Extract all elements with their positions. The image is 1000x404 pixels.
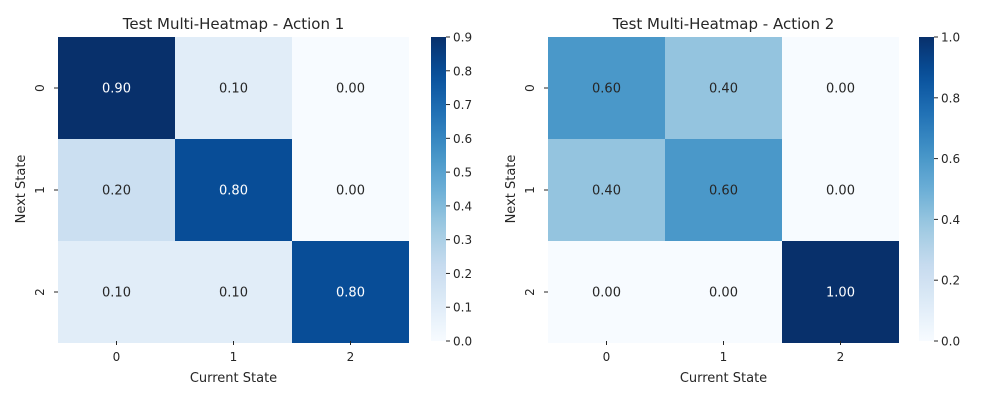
heatmap-1-cell-1-2 <box>292 139 409 241</box>
heatmap-2-y-tick-0: 0 <box>523 84 537 92</box>
heatmap-1-x-tick-1: 1 <box>230 350 238 364</box>
heatmap-1-y-tick-0: 0 <box>33 84 47 92</box>
heatmap-2-colorbar-tick-2: 0.4 <box>941 213 960 227</box>
heatmap-1-cell-label-0-1: 0.10 <box>219 82 248 97</box>
heatmap-2-colorbar-tick-1: 0.2 <box>941 274 960 288</box>
heatmap-1-colorbar <box>431 37 446 341</box>
heatmap-2-cell-1-1 <box>665 139 782 241</box>
heatmap-2-x-tick-2: 2 <box>837 350 845 364</box>
heatmap-2-cell-label-0-0: 0.60 <box>592 82 621 97</box>
heatmap-2-title: Test Multi-Heatmap - Action 2 <box>612 15 835 33</box>
heatmap-2-cell-2-2 <box>782 241 899 343</box>
heatmap-1-cell-label-0-0: 0.90 <box>102 82 131 97</box>
heatmap-1-x-tick-2: 2 <box>347 350 355 364</box>
heatmap-2-cell-label-1-0: 0.40 <box>592 184 621 199</box>
heatmap-1-cell-2-2 <box>292 241 409 343</box>
heatmap-1-title: Test Multi-Heatmap - Action 1 <box>122 15 345 33</box>
heatmap-1-cell-2-0 <box>58 241 175 343</box>
heatmap-2-y-axis-label: Next State <box>504 155 519 224</box>
heatmap-1-y-axis-label: Next State <box>14 155 29 224</box>
heatmap-2-cell-label-2-0: 0.00 <box>592 286 621 301</box>
heatmap-1-cell-2-1 <box>175 241 292 343</box>
heatmap-2-cell-label-1-1: 0.60 <box>709 184 738 199</box>
heatmap-1-cell-1-1 <box>175 139 292 241</box>
heatmap-2-cell-0-0 <box>548 37 665 139</box>
heatmap-2-x-tick-0: 0 <box>603 350 611 364</box>
heatmap-1-colorbar-tick-0: 0.0 <box>453 335 472 349</box>
heatmap-2-cell-0-1 <box>665 37 782 139</box>
heatmap-1-cell-label-1-0: 0.20 <box>102 184 131 199</box>
heatmap-2-colorbar-tick-0: 0.0 <box>941 335 960 349</box>
heatmap-2-colorbar-tick-5: 1.0 <box>941 31 960 45</box>
heatmap-1-colorbar-tick-9: 0.9 <box>453 31 472 45</box>
heatmap-2-cell-label-2-1: 0.00 <box>709 286 738 301</box>
heatmap-2-cell-0-2 <box>782 37 899 139</box>
heatmap-2-x-tick-1: 1 <box>720 350 728 364</box>
heatmap-2-y-tick-1: 1 <box>523 186 537 194</box>
heatmap-1-cell-0-2 <box>292 37 409 139</box>
heatmap-2-cell-2-1 <box>665 241 782 343</box>
heatmap-1-colorbar-tick-5: 0.5 <box>453 166 472 180</box>
heatmap-1-cell-label-1-2: 0.00 <box>336 184 365 199</box>
heatmap-1-cell-label-1-1: 0.80 <box>219 184 248 199</box>
heatmap-2-colorbar-tick-3: 0.6 <box>941 152 960 166</box>
heatmap-1-colorbar-tick-6: 0.6 <box>453 132 472 146</box>
heatmap-2-colorbar-tick-4: 0.8 <box>941 91 960 105</box>
heatmap-1-y-tick-1: 1 <box>33 186 47 194</box>
heatmap-2-x-axis-label: Current State <box>680 371 767 386</box>
heatmap-2-cell-label-0-2: 0.00 <box>826 82 855 97</box>
heatmap-1-colorbar-tick-1: 0.1 <box>453 301 472 315</box>
heatmap-1-cell-0-1 <box>175 37 292 139</box>
heatmap-1-cell-label-0-2: 0.00 <box>336 82 365 97</box>
heatmap-2-cell-1-2 <box>782 139 899 241</box>
heatmap-2-cell-1-0 <box>548 139 665 241</box>
heatmap-2-cell-2-0 <box>548 241 665 343</box>
heatmap-1-colorbar-tick-4: 0.4 <box>453 199 472 213</box>
heatmap-1-colorbar-tick-8: 0.8 <box>453 64 472 78</box>
heatmap-1-cell-label-2-2: 0.80 <box>336 286 365 301</box>
heatmap-2-colorbar <box>919 37 934 341</box>
heatmap-2-cell-label-0-1: 0.40 <box>709 82 738 97</box>
heatmap-1-y-tick-2: 2 <box>33 288 47 296</box>
heatmap-1-cell-label-2-0: 0.10 <box>102 286 131 301</box>
heatmap-1-cell-1-0 <box>58 139 175 241</box>
heatmap-1-x-tick-0: 0 <box>113 350 121 364</box>
heatmap-1-cell-0-0 <box>58 37 175 139</box>
heatmap-1-colorbar-tick-7: 0.7 <box>453 98 472 112</box>
heatmap-2-cell-label-2-2: 1.00 <box>826 286 855 301</box>
heatmap-2-y-tick-2: 2 <box>523 288 537 296</box>
heatmap-2-cell-label-1-2: 0.00 <box>826 184 855 199</box>
heatmap-1-colorbar-tick-3: 0.3 <box>453 233 472 247</box>
heatmap-1-cell-label-2-1: 0.10 <box>219 286 248 301</box>
heatmap-1-colorbar-tick-2: 0.2 <box>453 267 472 281</box>
heatmap-1-x-axis-label: Current State <box>190 371 277 386</box>
